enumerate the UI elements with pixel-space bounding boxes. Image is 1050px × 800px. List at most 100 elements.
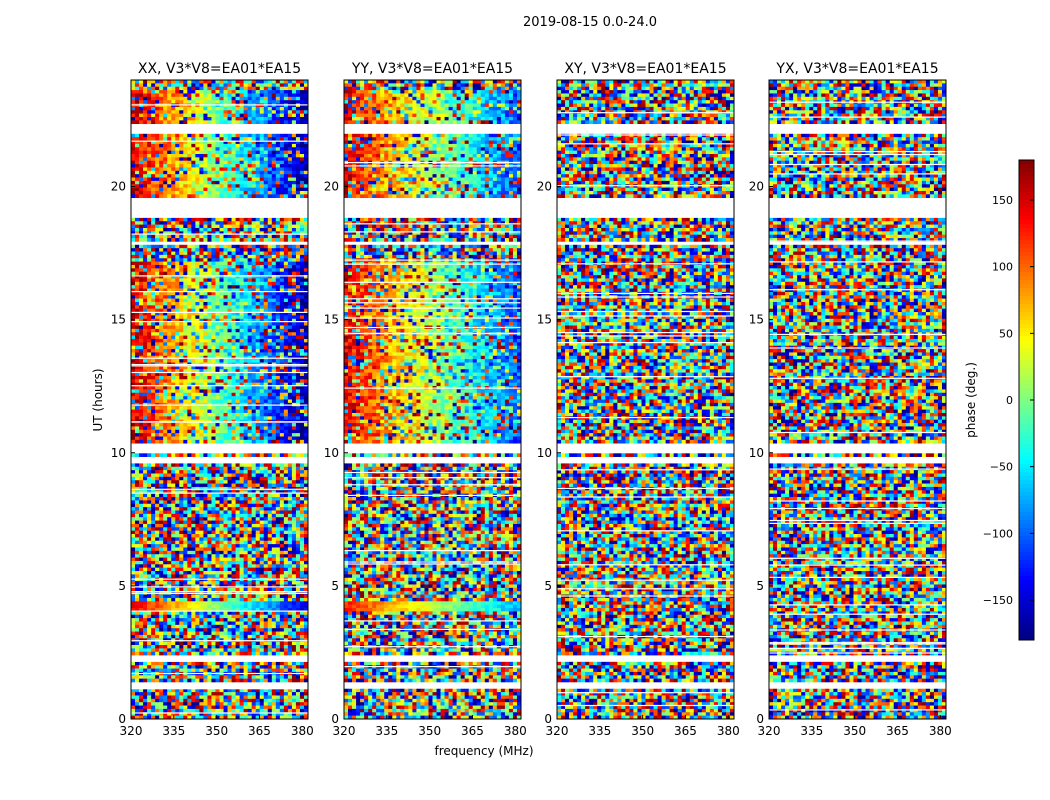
heatmap-cell	[255, 483, 261, 488]
heatmap-cell	[235, 332, 240, 336]
heatmap-cell	[231, 338, 236, 343]
heatmap-cell	[219, 295, 224, 299]
heatmap-cell	[247, 170, 252, 175]
heatmap-cell	[295, 83, 301, 88]
heatmap-cell	[287, 174, 293, 178]
heatmap-cell	[183, 312, 188, 316]
heatmap-cell	[219, 227, 224, 232]
heatmap-cell	[271, 416, 277, 420]
heatmap-cell	[263, 150, 269, 155]
heatmap-cell	[267, 217, 273, 222]
heatmap-cell	[131, 433, 136, 437]
heatmap-cell	[231, 164, 236, 168]
heatmap-cell	[247, 133, 252, 138]
heatmap-cell	[271, 160, 277, 165]
heatmap-cell	[195, 264, 200, 269]
heatmap-cell	[203, 298, 208, 303]
heatmap-cell	[299, 80, 305, 84]
heatmap-cell	[215, 106, 220, 111]
heatmap-cell	[203, 375, 208, 380]
heatmap-cell	[279, 473, 285, 478]
heatmap-cell	[219, 248, 224, 252]
heatmap-cell	[299, 174, 305, 178]
heatmap-cell	[279, 369, 285, 373]
heatmap-cell	[299, 147, 305, 151]
heatmap-cell	[175, 473, 180, 478]
heatmap-cell	[179, 500, 184, 505]
heatmap-cell	[259, 416, 265, 420]
heatmap-cell	[207, 164, 212, 168]
heatmap-cell	[199, 238, 204, 242]
heatmap-cell	[147, 510, 152, 515]
heatmap-cell	[151, 429, 156, 434]
heatmap-cell	[175, 254, 180, 259]
heatmap-cell	[195, 322, 200, 326]
heatmap-cell	[291, 268, 297, 272]
heatmap-cell	[215, 288, 220, 293]
heatmap-cell	[287, 251, 293, 256]
heatmap-cell	[143, 251, 148, 256]
heatmap-cell	[291, 382, 297, 387]
heatmap-cell	[203, 90, 208, 94]
heatmap-cell	[215, 510, 220, 515]
heatmap-cell	[239, 291, 244, 296]
heatmap-cell	[179, 194, 184, 199]
heatmap-cell	[255, 110, 261, 114]
heatmap-cell	[295, 503, 301, 508]
heatmap-cell	[163, 510, 168, 515]
heatmap-cell	[139, 251, 144, 256]
heatmap-cell	[243, 264, 248, 269]
heatmap-cell	[199, 507, 204, 511]
heatmap-cell	[283, 466, 289, 471]
heatmap-cell	[215, 167, 220, 172]
heatmap-cell	[171, 352, 176, 357]
heatmap-cell	[283, 507, 289, 511]
heatmap-cell	[179, 187, 184, 192]
heatmap-cell	[275, 439, 281, 444]
heatmap-cell	[291, 322, 297, 326]
heatmap-cell	[151, 238, 156, 242]
heatmap-cell	[135, 466, 140, 471]
heatmap-cell	[175, 466, 180, 471]
heatmap-cell	[147, 399, 152, 404]
heatmap-cell	[139, 150, 144, 155]
heatmap-cell	[243, 298, 248, 303]
heatmap-cell	[187, 369, 192, 373]
heatmap-cell	[211, 476, 216, 481]
heatmap-cell	[207, 190, 212, 195]
heatmap-cell	[207, 480, 212, 484]
heatmap-cell	[183, 160, 188, 165]
heatmap-cell	[267, 466, 273, 471]
heatmap-cell	[211, 83, 216, 88]
heatmap-cell	[279, 500, 285, 505]
heatmap-cell	[299, 500, 305, 505]
heatmap-cell	[139, 137, 144, 141]
heatmap-cell	[291, 170, 297, 175]
heatmap-cell	[227, 190, 232, 195]
heatmap-cell	[187, 423, 192, 427]
heatmap-cell	[219, 389, 224, 394]
heatmap-cell	[199, 396, 204, 400]
heatmap-cell	[271, 375, 277, 380]
heatmap-cell	[267, 416, 273, 420]
heatmap-cell	[247, 406, 252, 410]
heatmap-cell	[131, 261, 136, 266]
heatmap-cell	[267, 382, 273, 387]
heatmap-cell	[215, 93, 220, 98]
heatmap-cell	[283, 251, 289, 256]
heatmap-cell	[279, 271, 285, 276]
heatmap-cell	[143, 328, 148, 333]
heatmap-cell	[239, 416, 244, 420]
heatmap-cell	[131, 106, 136, 111]
heatmap-cell	[211, 480, 216, 484]
heatmap-cell	[239, 187, 244, 192]
heatmap-cell	[143, 399, 148, 404]
heatmap-cell	[251, 429, 256, 434]
heatmap-cell	[263, 466, 269, 471]
heatmap-cell	[259, 406, 265, 410]
heatmap-cell	[187, 258, 192, 262]
heatmap-cell	[259, 322, 265, 326]
heatmap-cell	[267, 177, 273, 182]
heatmap-cell	[255, 106, 261, 111]
heatmap-cell	[143, 500, 148, 505]
